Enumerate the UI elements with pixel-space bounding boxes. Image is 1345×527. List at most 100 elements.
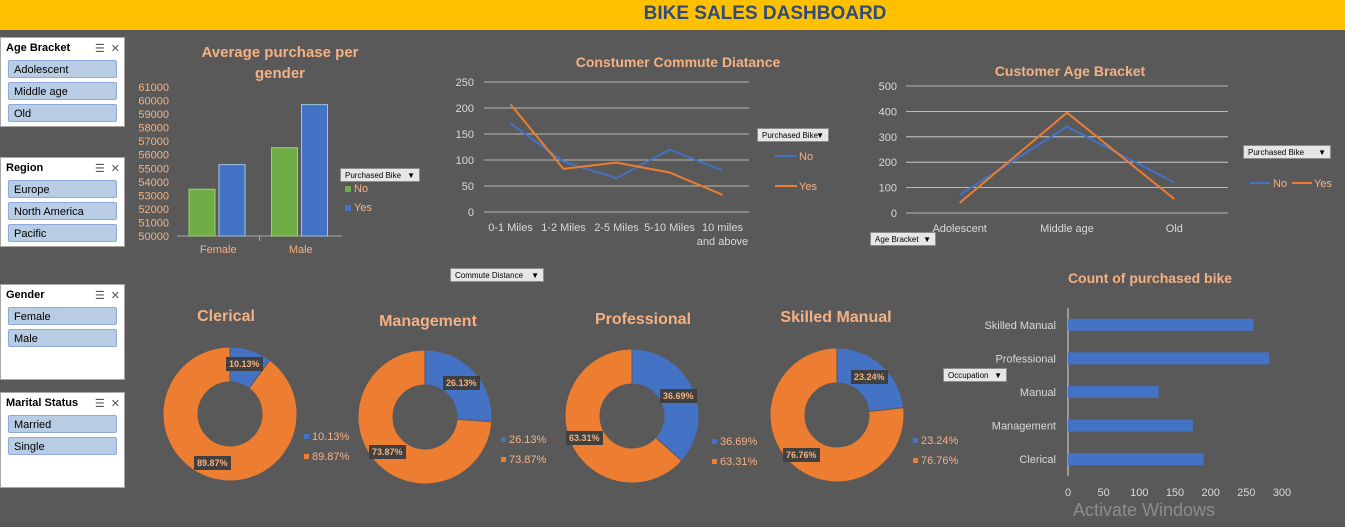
slicer-item-adolescent[interactable]: Adolescent xyxy=(8,60,117,78)
legend-swatch xyxy=(913,438,918,443)
legend-swatch xyxy=(501,457,506,462)
y-tick-label: 400 xyxy=(879,106,897,118)
bar-yes xyxy=(218,164,246,237)
y-tick-label: 53000 xyxy=(138,190,169,202)
y-tick-label: 60000 xyxy=(138,96,169,108)
x-tick-label: 1-2 Miles xyxy=(541,222,586,234)
legend-swatch xyxy=(712,439,717,444)
slicer-item-married[interactable]: Married xyxy=(8,415,117,433)
slicer-item-north-america[interactable]: North America xyxy=(8,202,117,220)
slicer-item-male[interactable]: Male xyxy=(8,329,117,347)
data-label: 73.87% xyxy=(369,445,406,459)
y-tick-label: 200 xyxy=(879,157,897,169)
y-tick-label: 0 xyxy=(891,208,897,220)
y-tick-label: 100 xyxy=(879,183,897,195)
legend-label: Yes xyxy=(354,202,372,214)
dashboard-title: BIKE SALES DASHBOARD xyxy=(643,3,887,24)
slicer-title: Marital Status xyxy=(6,397,79,409)
multi-select-icon[interactable]: ☰ xyxy=(94,290,105,302)
chart-title-occupation: Count of purchased bike xyxy=(1067,270,1233,286)
slicer-age-bracket: Age Bracket ☰ ✕ Adolescent Middle age Old xyxy=(0,37,125,127)
slicer-item-single[interactable]: Single xyxy=(8,437,117,455)
legend-label: 89.87% xyxy=(312,451,350,463)
filter-purchased-bike[interactable]: Purchased Bike ▼ xyxy=(1243,145,1331,159)
legend-label: No xyxy=(799,151,813,163)
filter-purchased-bike[interactable]: Purchased Bike ▼ xyxy=(757,128,829,142)
filter-age-bracket[interactable]: Age Bracket ▼ xyxy=(870,232,936,246)
legend-label: No xyxy=(1273,178,1287,190)
legend-label: 26.13% xyxy=(509,434,547,446)
x-tick-label: Old xyxy=(1166,223,1183,235)
bar-no xyxy=(188,188,216,237)
y-tick-label: Professional xyxy=(995,353,1056,365)
data-label: 89.87% xyxy=(194,456,231,470)
slicer-title: Gender xyxy=(6,289,45,301)
slicer-item-old[interactable]: Old xyxy=(8,104,117,122)
multi-select-icon[interactable]: ☰ xyxy=(94,163,105,175)
data-label: 23.24% xyxy=(851,370,888,384)
y-tick-label: 100 xyxy=(456,155,474,167)
activate-windows-watermark: Activate Windows xyxy=(1073,500,1216,520)
y-tick-label: Clerical xyxy=(1019,454,1056,466)
multi-select-icon[interactable]: ☰ xyxy=(94,398,105,410)
legend-label: Yes xyxy=(799,181,817,193)
y-tick-label: 51000 xyxy=(138,217,169,229)
slicer-item-female[interactable]: Female xyxy=(8,307,117,325)
bar-yes xyxy=(301,104,328,237)
commute-series-no xyxy=(509,122,723,180)
slicer-item-pacific[interactable]: Pacific xyxy=(8,224,117,242)
data-label: 76.76% xyxy=(783,448,820,462)
legend-label: 36.69% xyxy=(720,436,758,448)
commute-series-yes xyxy=(509,103,723,196)
slicer-item-europe[interactable]: Europe xyxy=(8,180,117,198)
slicer-title: Region xyxy=(6,162,44,174)
x-tick-label: Middle age xyxy=(1040,223,1094,235)
x-tick-label: 10 miles xyxy=(702,222,743,234)
x-tick-label: 5-10 Miles xyxy=(644,222,695,234)
x-tick-label: 150 xyxy=(1166,487,1184,499)
clear-filter-icon[interactable]: ✕ xyxy=(110,398,120,410)
legend-label: Yes xyxy=(1314,178,1332,190)
multi-select-icon[interactable]: ☰ xyxy=(94,43,105,55)
y-tick-label: 52000 xyxy=(138,204,169,216)
filter-purchased-bike[interactable]: Purchased Bike ▼ xyxy=(340,168,420,182)
y-tick-label: 61000 xyxy=(138,82,169,94)
x-tick-label: 0 xyxy=(1065,487,1071,499)
y-tick-label: 56000 xyxy=(138,150,169,162)
clear-filter-icon[interactable]: ✕ xyxy=(110,43,120,55)
bar-no xyxy=(271,147,298,237)
legend-swatch xyxy=(304,434,309,439)
title-banner: BIKE SALES DASHBOARD xyxy=(0,0,1345,30)
legend-swatch xyxy=(345,186,351,192)
filter-occupation[interactable]: Occupation ▼ xyxy=(943,368,1007,382)
y-tick-label: 50 xyxy=(462,181,474,193)
slicer-item-middle-age[interactable]: Middle age xyxy=(8,82,117,100)
x-tick-label: Female xyxy=(200,244,237,256)
bar-management xyxy=(1068,419,1193,432)
chart-title-age: Customer Age Bracket xyxy=(994,63,1146,79)
data-label: 63.31% xyxy=(566,431,603,445)
chart-title-commute: Constumer Commute Diatance xyxy=(575,54,781,70)
y-tick-label: Manual xyxy=(1020,387,1056,399)
filter-commute-distance[interactable]: Commute Distance ▼ xyxy=(450,268,544,282)
y-tick-label: Skilled Manual xyxy=(984,320,1056,332)
chart-title-gender: Average purchase per gender xyxy=(201,44,359,82)
clear-filter-icon[interactable]: ✕ xyxy=(110,163,120,175)
clear-filter-icon[interactable]: ✕ xyxy=(110,290,120,302)
chart-title-management: Management xyxy=(379,313,477,330)
slicer-marital-status: Marital Status ☰ ✕ Married Single xyxy=(0,392,125,488)
x-tick-label: 2-5 Miles xyxy=(594,222,639,234)
age-series-no xyxy=(959,125,1175,196)
y-tick-label: 50000 xyxy=(138,231,169,243)
data-label: 10.13% xyxy=(226,357,263,371)
x-tick-label: 50 xyxy=(1098,487,1110,499)
y-tick-label: 59000 xyxy=(138,109,169,121)
bar-manual xyxy=(1068,386,1159,398)
legend-label: 76.76% xyxy=(921,455,959,467)
y-tick-label: 58000 xyxy=(138,123,169,135)
donut-slice xyxy=(631,348,700,462)
bar-clerical xyxy=(1068,453,1204,466)
x-tick-label: 0-1 Miles xyxy=(488,222,533,234)
y-tick-label: 250 xyxy=(456,77,474,89)
legend-label: 73.87% xyxy=(509,454,547,466)
